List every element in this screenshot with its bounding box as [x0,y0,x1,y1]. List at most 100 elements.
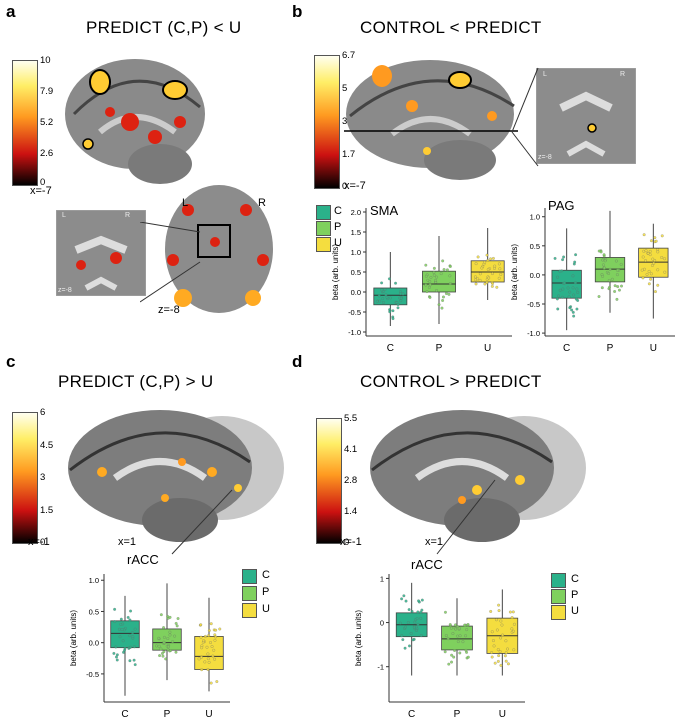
data-point [466,623,470,626]
data-point [432,273,436,277]
x-tick-label: U [650,343,657,354]
data-point [168,630,172,634]
data-point [206,657,210,661]
data-point [197,657,201,661]
data-point [491,272,494,276]
data-point [466,655,470,659]
data-point [597,295,601,298]
data-point [608,285,611,289]
data-point [410,610,414,613]
y-axis-label: beta (arb. units) [354,610,363,666]
data-point [128,634,132,638]
data-point [210,645,214,648]
data-point [620,284,623,288]
data-point [398,621,402,625]
data-point [483,282,487,286]
x-tick-label: C [563,343,570,354]
data-point [647,282,651,286]
data-point [415,617,419,621]
inset-label: z=-8 [58,287,72,294]
y-tick-label: 0 [380,619,384,628]
data-point [206,652,210,656]
data-point [663,257,667,261]
data-point [133,627,137,631]
sagittal-brain-b [344,60,518,180]
data-point [553,256,557,260]
data-point [441,299,445,302]
data-point [411,638,415,642]
data-point [504,659,508,663]
data-point [618,288,621,292]
data-point [213,657,217,661]
y-tick-label: -0.5 [527,300,540,309]
x-tick-label: P [454,709,461,720]
data-point [133,663,137,667]
data-point [572,293,576,297]
legend-label-u: U [334,237,342,249]
inset-label: z=-8 [538,154,552,161]
data-point [442,295,445,299]
data-point [607,272,611,275]
data-point [566,286,570,290]
data-point [613,290,617,293]
data-point [112,651,116,655]
slice-label: x=1 [425,536,444,548]
data-point [512,622,516,626]
data-point [474,278,478,282]
data-point [155,644,158,648]
y-tick-label: -1 [377,663,384,672]
boxplot-racc-c: -0.5 0.0 0.5 1.0 beta (arb. units) C P U [69,574,230,720]
data-point [568,306,572,310]
x-tick-label: P [436,343,443,354]
data-point [478,272,482,276]
data-point [399,292,403,296]
data-point [444,292,448,295]
data-point [457,626,461,630]
data-point [496,659,500,663]
data-point [491,256,495,260]
y-axis-label: beta (arb. units) [69,610,78,666]
chart-title-sma: SMA [370,203,399,218]
legend-label-p: P [334,221,342,233]
data-point [214,635,218,639]
slice-label: x=-1 [28,536,50,548]
data-point [120,628,124,632]
data-point [447,292,451,296]
colorbar-c-tick: 4.5 [40,440,54,451]
data-point [504,651,508,655]
inset-brain-b [536,68,636,164]
data-point [483,260,487,264]
y-tick-label: -1.0 [527,329,540,338]
data-point [496,648,500,652]
data-point [650,263,654,267]
data-point [602,266,606,270]
data-point [400,597,404,601]
data-point [556,275,560,279]
data-point [113,620,117,624]
legend-swatch-c [551,573,566,588]
boxplot-sma: -1.0 -0.5 0.0 0.5 1.0 1.5 2.0 beta (arb. units)… [331,208,512,354]
data-point [568,290,572,294]
data-point [495,285,499,289]
panel-b-title: CONTROL < PREDICT [360,18,542,37]
data-point [510,627,514,631]
colorbar-d-tick: 5.5 [344,413,358,424]
data-point [412,625,416,629]
y-tick-label: 1.5 [351,228,361,237]
data-point [574,281,577,285]
data-point [461,640,465,644]
data-point [499,619,503,623]
legend-label-c: C [334,205,342,217]
data-point [511,629,515,633]
data-point [207,634,211,637]
data-point [454,627,458,631]
data-point [651,257,655,261]
data-point [610,277,614,281]
chart-title-racc: rACC [127,552,159,567]
data-point [409,632,413,635]
inset-connector-a [140,222,201,303]
data-point [399,299,403,303]
data-point [504,639,508,643]
data-point [132,658,136,662]
data-point [493,661,497,665]
